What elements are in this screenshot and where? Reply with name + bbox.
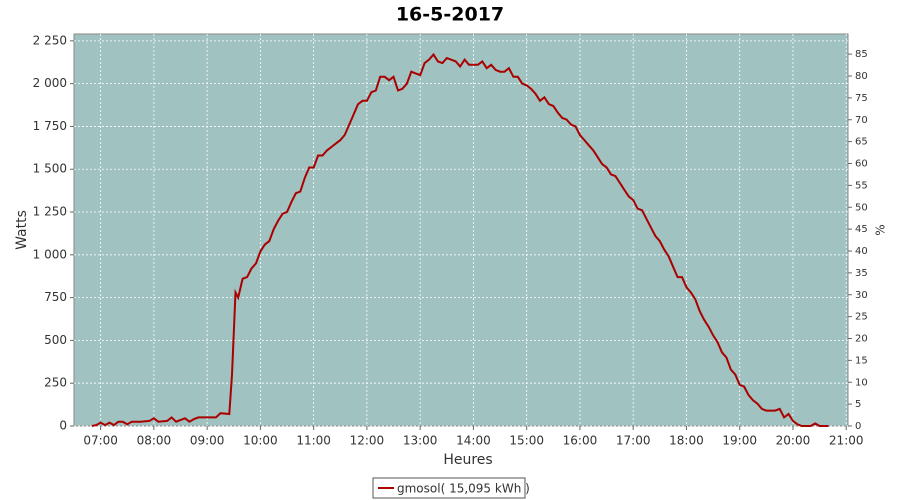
- y2-axis-label: %: [874, 224, 888, 235]
- x-tick-label: 18:00: [669, 434, 704, 448]
- y-tick-label: 750: [44, 290, 67, 304]
- y2-tick-label: 35: [855, 268, 868, 279]
- y-tick-label: 1 750: [33, 119, 67, 133]
- y-tick-label: 2 000: [33, 76, 67, 90]
- y2-tick-label: 50: [855, 202, 868, 213]
- y-axis-label: Watts: [14, 210, 30, 250]
- y2-tick-label: 70: [855, 115, 868, 126]
- y2-tick-label: 5: [855, 399, 861, 410]
- x-tick-label: 16:00: [563, 434, 598, 448]
- y2-tick-label: 15: [855, 355, 868, 366]
- y2-tick-label: 0: [855, 421, 861, 432]
- x-tick-label: 12:00: [350, 434, 385, 448]
- y2-tick-label: 10: [855, 377, 868, 388]
- x-tick-label: 07:00: [83, 434, 118, 448]
- x-tick-label: 17:00: [616, 434, 651, 448]
- y-tick-label: 500: [44, 333, 67, 347]
- y2-tick-label: 60: [855, 159, 868, 170]
- x-tick-label: 11:00: [296, 434, 331, 448]
- legend-label: gmosol( 15,095 kWh ): [397, 482, 530, 496]
- y2-tick-label: 25: [855, 312, 868, 323]
- x-tick-label: 13:00: [403, 434, 438, 448]
- y2-tick-label: 65: [855, 137, 868, 148]
- y2-tick-label: 45: [855, 224, 868, 235]
- y2-tick-label: 40: [855, 246, 868, 257]
- x-tick-label: 08:00: [137, 434, 172, 448]
- y2-tick-label: 80: [855, 71, 868, 82]
- y2-tick-label: 20: [855, 334, 868, 345]
- legend: gmosol( 15,095 kWh ): [372, 477, 530, 499]
- y2-tick-label: 30: [855, 290, 868, 301]
- x-tick-label: 15:00: [509, 434, 544, 448]
- x-tick-label: 09:00: [190, 434, 225, 448]
- y-tick-label: 250: [44, 376, 67, 390]
- y-tick-label: 0: [59, 419, 67, 433]
- x-tick-label: 10:00: [243, 434, 278, 448]
- legend-box: [372, 477, 526, 499]
- x-tick-label: 21:00: [829, 434, 864, 448]
- y-tick-label: 1 250: [33, 205, 67, 219]
- y2-tick-label: 55: [855, 180, 868, 191]
- x-tick-label: 20:00: [776, 434, 811, 448]
- x-tick-label: 14:00: [456, 434, 491, 448]
- y-tick-label: 1 500: [33, 162, 67, 176]
- series-line: [91, 52, 829, 427]
- x-tick-label: 19:00: [722, 434, 757, 448]
- y-tick-label: 2 250: [33, 33, 67, 47]
- x-axis-label: Heures: [443, 452, 492, 468]
- plot-area: [73, 33, 849, 427]
- chart-title: 16-5-2017: [396, 4, 504, 26]
- y2-tick-label: 85: [855, 49, 868, 60]
- y-tick-label: 1 000: [33, 247, 67, 261]
- y2-tick-label: 75: [855, 93, 868, 104]
